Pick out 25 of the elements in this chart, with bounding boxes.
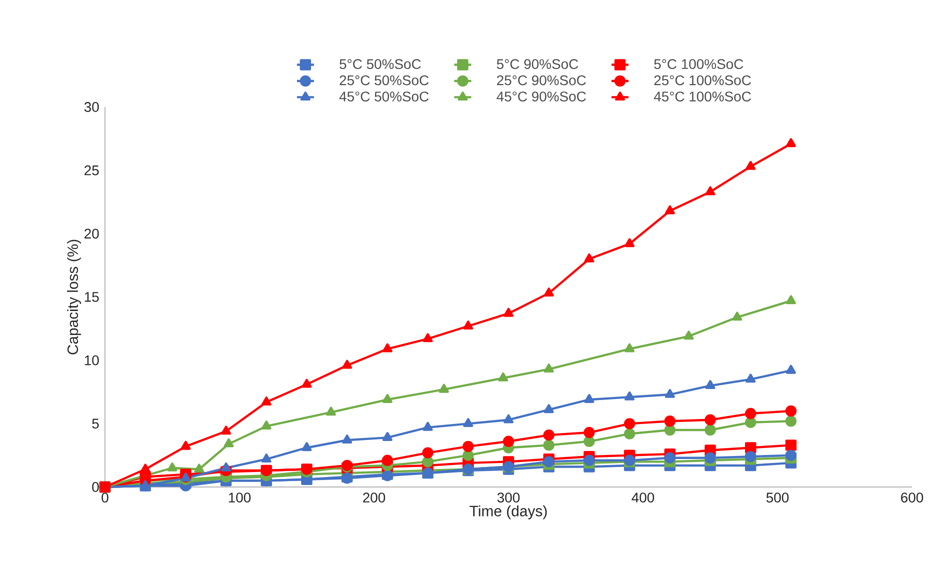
- x-tick-label: 100: [228, 492, 251, 503]
- legend-label: 5°C 100%SoC: [654, 59, 744, 70]
- y-tick-label: 15: [84, 292, 99, 302]
- x-tick-label: 0: [102, 492, 108, 503]
- y-tick-label: 0: [92, 482, 99, 492]
- legend-label: 5°C 90%SoC: [496, 59, 578, 70]
- x-axis-title: Time (days): [470, 505, 547, 520]
- y-tick-label: 10: [84, 355, 99, 366]
- y-tick-label: 25: [84, 165, 99, 176]
- x-tick-label: 400: [632, 492, 654, 503]
- x-tick-label: 200: [363, 492, 386, 503]
- x-tick-label: 600: [901, 492, 924, 503]
- legend-label: 25°C 90%SoC: [497, 75, 586, 86]
- y-tick-label: 20: [84, 228, 99, 239]
- legend-label: 25°C 50%SoC: [340, 75, 429, 86]
- x-tick-label: 500: [766, 492, 789, 503]
- legend-label: 45°C 90%SoC: [496, 92, 586, 102]
- legend-label: 25°C 100%SoC: [654, 75, 751, 86]
- y-tick-label: 30: [84, 102, 99, 112]
- y-axis-title: Capacity loss (%): [67, 240, 81, 354]
- legend-label: 5°C 50%SoC: [340, 59, 421, 70]
- legend-label: 45°C 100%SoC: [654, 92, 751, 102]
- y-tick-label: 5: [92, 418, 99, 429]
- legend-label: 45°C 50%SoC: [339, 92, 429, 102]
- x-tick-label: 300: [497, 492, 520, 503]
